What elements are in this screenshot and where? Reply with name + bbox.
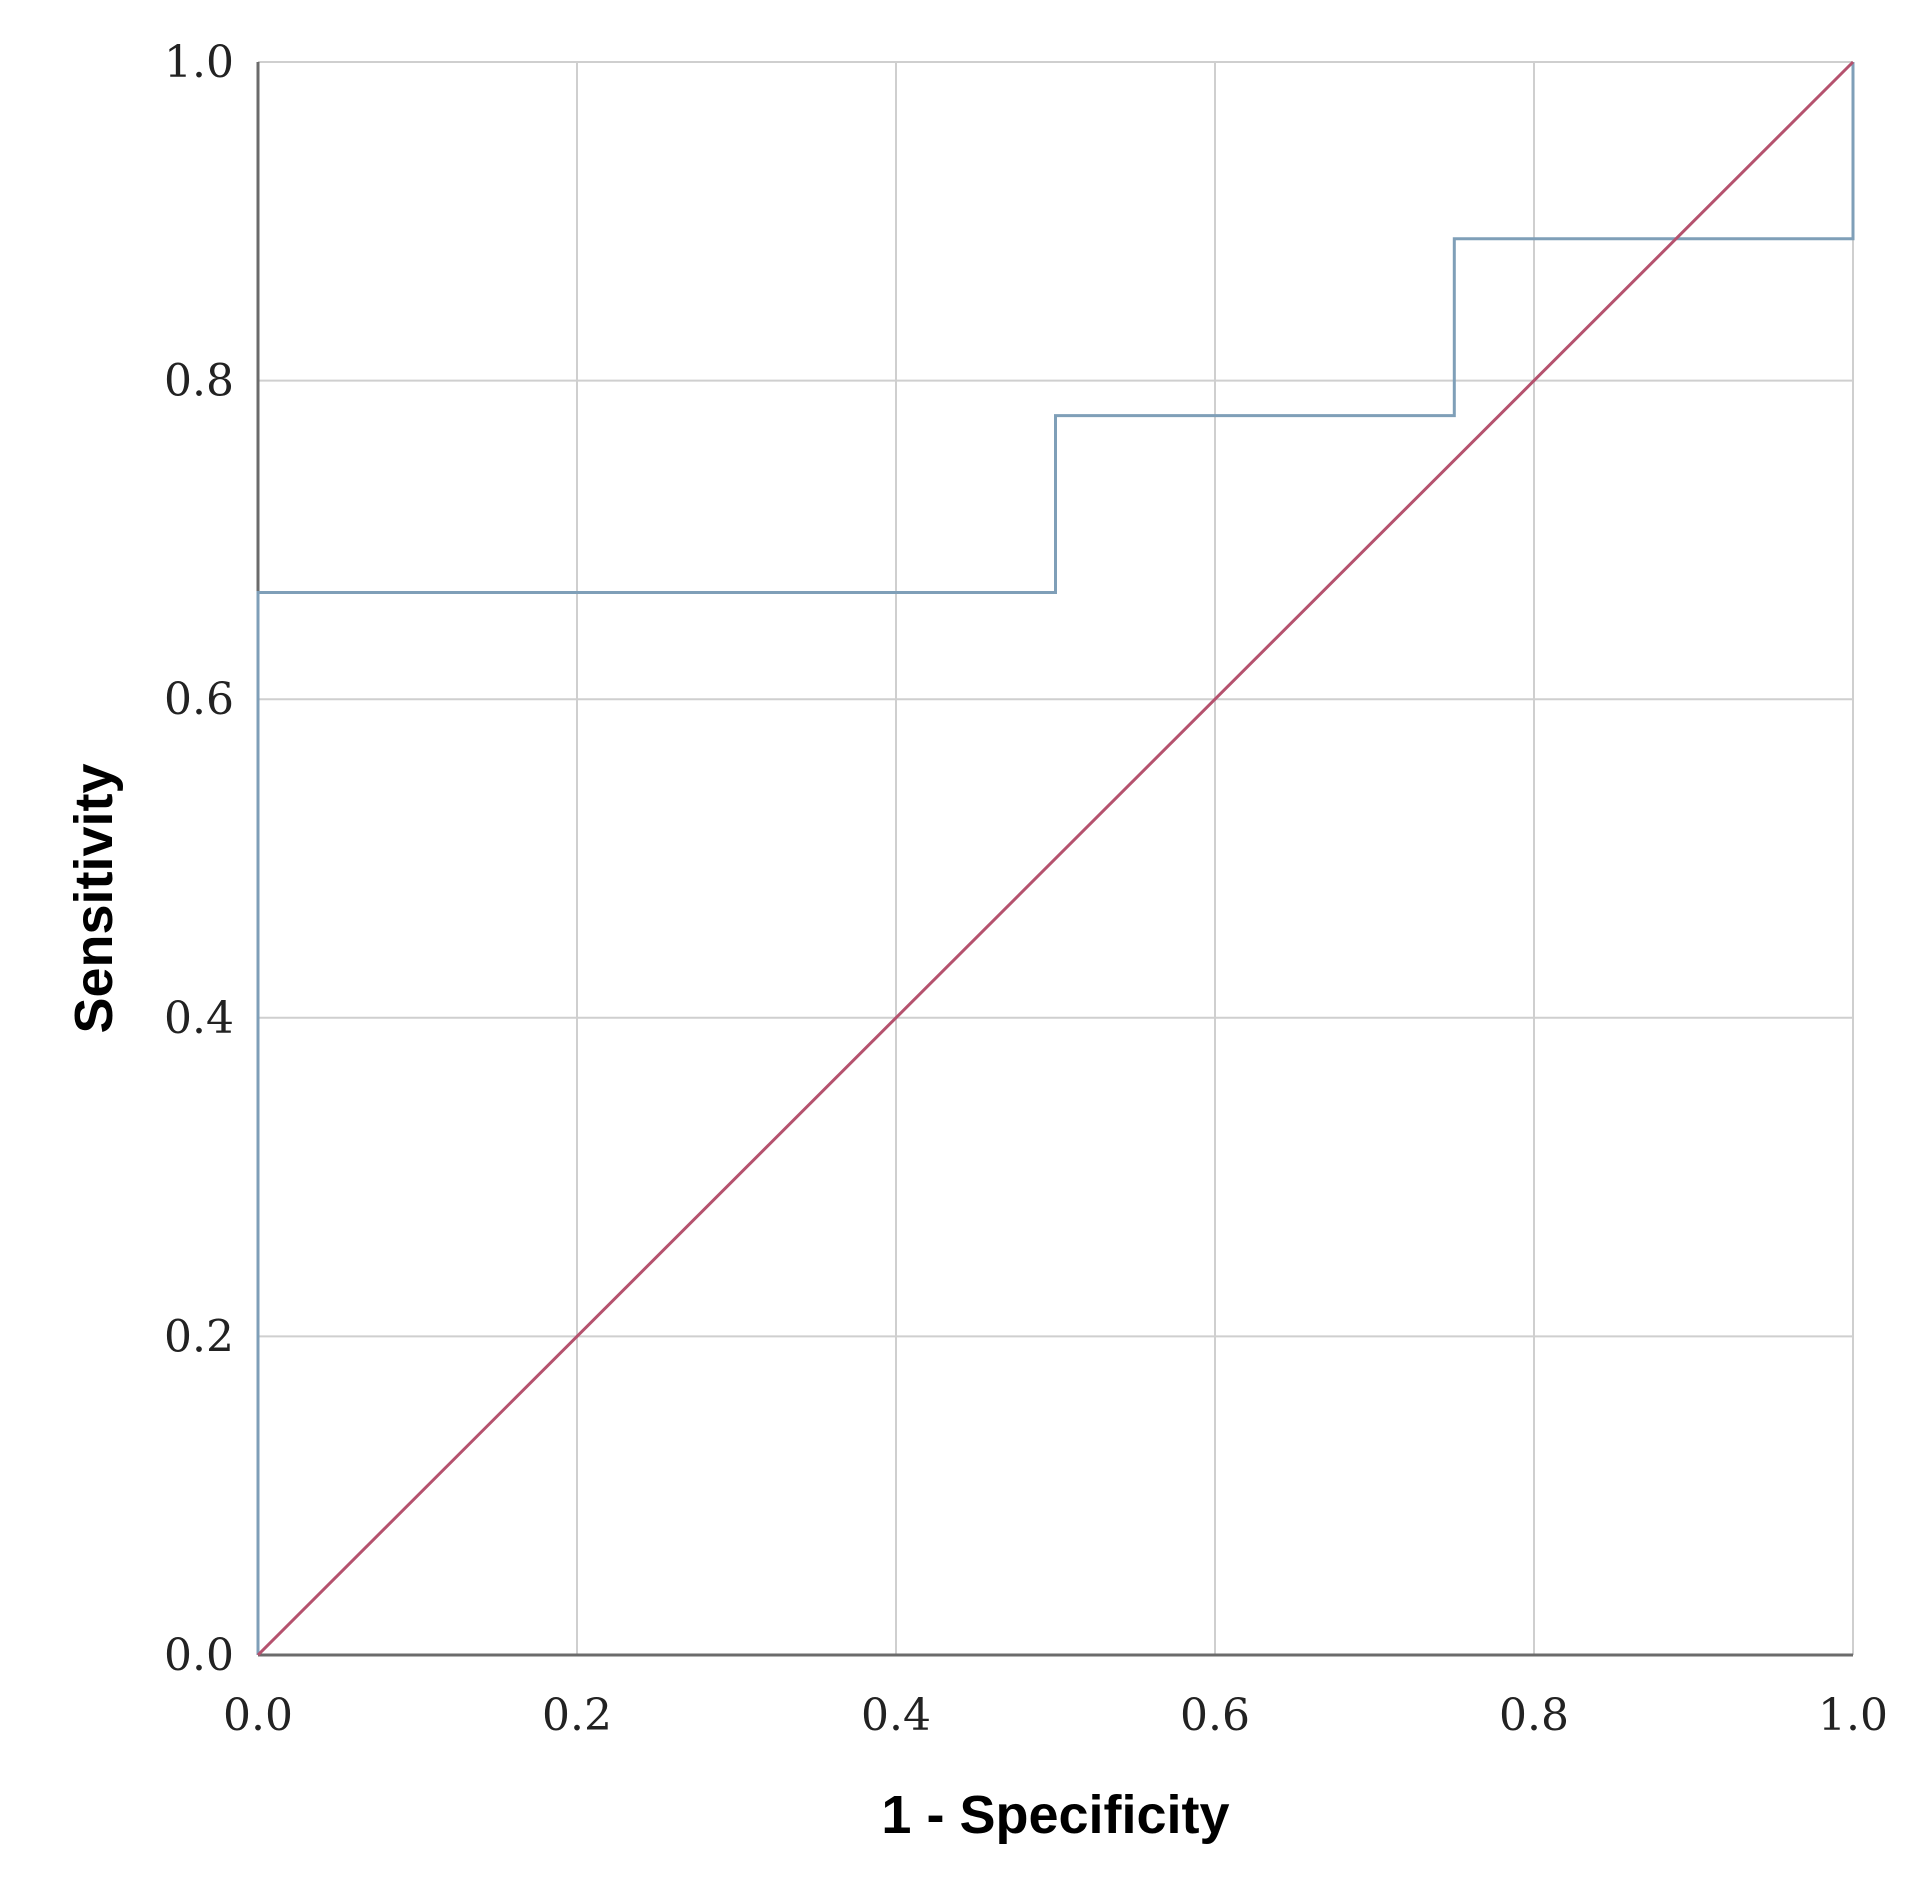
y-tick-labels: 0.0 0.2 0.4 0.6 0.8 1.0: [164, 37, 234, 1681]
y-axis-title: Sensitivity: [64, 763, 124, 1033]
x-tick-labels: 0.0 0.2 0.4 0.6 0.8 1.0: [223, 1690, 1888, 1741]
reference-diagonal-line: [256, 60, 1855, 1657]
y-tick-label: 0.8: [164, 356, 234, 407]
x-tick-label: 0.0: [223, 1690, 293, 1741]
roc-curve-line: [256, 62, 1855, 1655]
x-axis-title: 1 - Specificity: [881, 1785, 1229, 1845]
y-tick-label: 0.4: [164, 993, 234, 1044]
y-tick-label: 0.2: [164, 1311, 234, 1362]
x-tick-label: 0.2: [542, 1690, 612, 1741]
series-lines: [256, 60, 1855, 1657]
y-tick-label: 0.0: [164, 1630, 234, 1681]
x-tick-label: 0.4: [861, 1690, 931, 1741]
y-tick-label: 0.6: [164, 674, 234, 725]
grid-lines: [258, 61, 1854, 1655]
x-tick-label: 1.0: [1818, 1690, 1888, 1741]
x-tick-label: 0.6: [1180, 1690, 1250, 1741]
y-tick-label: 1.0: [164, 37, 234, 88]
x-tick-label: 0.8: [1499, 1690, 1569, 1741]
